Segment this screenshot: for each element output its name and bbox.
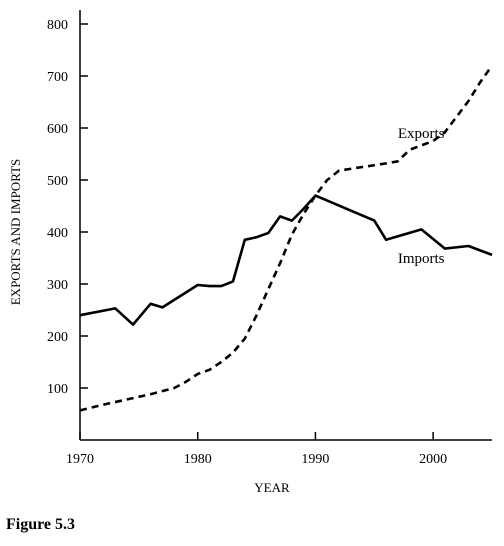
x-tick-label: 1990	[301, 452, 329, 467]
figure-caption: Figure 5.3	[6, 516, 76, 533]
x-tick-label: 2000	[419, 452, 447, 467]
x-tick-label: 1980	[184, 452, 212, 467]
x-axis-ticks: 1970 1980 1990 2000	[66, 432, 447, 467]
x-axis-label: YEAR	[254, 480, 290, 495]
y-axis-ticks: 100 200 300 400 500 600 700 800	[47, 18, 88, 397]
y-axis-label: EXPORTS AND IMPORTS	[8, 159, 23, 306]
series-line-exports	[79, 64, 494, 412]
y-tick-label: 700	[47, 70, 68, 85]
series-lines	[79, 64, 494, 412]
y-tick-label: 600	[47, 122, 68, 137]
y-tick-label: 400	[47, 226, 68, 241]
series-labels: Exports Imports	[398, 126, 445, 267]
y-tick-label: 300	[47, 278, 68, 293]
series-label-imports: Imports	[398, 251, 445, 267]
y-tick-label: 100	[47, 382, 68, 397]
y-tick-label: 500	[47, 174, 68, 189]
x-tick-label: 1970	[66, 452, 94, 467]
y-tick-label: 200	[47, 330, 68, 345]
y-tick-label: 800	[47, 18, 68, 33]
axes	[79, 10, 492, 441]
series-line-imports	[79, 194, 493, 326]
series-label-exports: Exports	[398, 126, 445, 142]
